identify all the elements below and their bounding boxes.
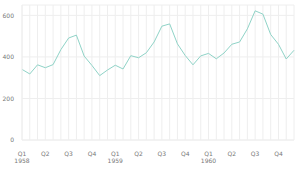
svg-text:Q3: Q3 [64, 150, 73, 157]
svg-text:Q11960: Q11960 [201, 150, 216, 164]
svg-text:Q3: Q3 [158, 150, 167, 157]
svg-text:600: 600 [8, 12, 14, 19]
svg-text:Q4: Q4 [274, 150, 283, 157]
svg-text:200: 200 [8, 95, 14, 102]
svg-text:400: 400 [8, 53, 14, 60]
svg-text:Q4: Q4 [88, 150, 97, 157]
svg-text:Q4: Q4 [181, 150, 190, 157]
svg-text:Q3: Q3 [251, 150, 260, 157]
svg-text:Q2: Q2 [228, 150, 237, 157]
svg-text:Q2: Q2 [41, 150, 50, 157]
svg-text:Q11959: Q11959 [108, 150, 123, 164]
svg-text:0: 0 [10, 136, 14, 143]
svg-text:Q11958: Q11958 [14, 150, 29, 164]
svg-text:Q2: Q2 [134, 150, 143, 157]
